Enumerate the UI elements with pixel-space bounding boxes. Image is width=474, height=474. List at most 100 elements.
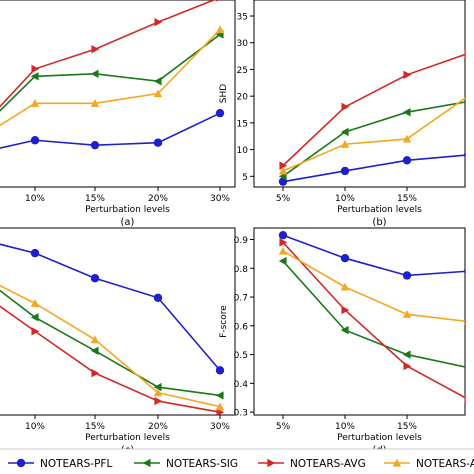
series-line-notears-adj — [0, 284, 221, 408]
data-point-notears-sig — [30, 313, 39, 322]
data-point-notears-adj — [278, 246, 288, 255]
data-point-notears-pfl — [30, 136, 40, 145]
legend: NOTEARS-PFL NOTEARS-SIG NOTEARS-AVG NOTEARS… — [0, 448, 474, 474]
data-point-notears-sig — [278, 256, 287, 266]
data-point-notears-avg — [31, 64, 40, 74]
axes-frame — [0, 227, 236, 416]
y-tick-label: 35 — [237, 13, 248, 23]
data-point-notears-avg — [341, 102, 350, 112]
data-point-notears-avg — [403, 361, 412, 371]
x-tick-label: 30% — [210, 422, 230, 432]
y-axis-label: SHD — [219, 84, 229, 103]
y-tick-label: 10 — [237, 146, 249, 156]
panels: 10% 15% 20% 30% Perturbation levels (a) 5 10 15 2… — [0, 0, 466, 456]
plot-area — [0, 243, 225, 415]
x-tick-label: 10% — [335, 194, 355, 204]
series-line-notears-avg — [282, 241, 465, 399]
x-tick-label: 5% — [276, 194, 291, 204]
data-point-notears-adj — [402, 310, 412, 318]
legend-marker-notears-avg — [267, 458, 276, 468]
y-tick-label: 30 — [237, 39, 249, 49]
chart-panel-c: 10%15%20%30%Perturbation levels(c) — [0, 227, 236, 456]
legend-label-notears-adj: NOTEARS-ADJ — [416, 458, 474, 470]
axes-frame — [253, 227, 466, 416]
data-point-notears-adj — [463, 322, 465, 326]
data-point-notears-pfl — [90, 140, 100, 150]
data-point-notears-pfl — [30, 248, 40, 258]
data-point-notears-pfl — [215, 108, 225, 118]
y-tick-label: 0.4 — [234, 380, 249, 390]
y-tick-label: 0.3 — [234, 409, 248, 419]
data-point-notears-avg — [464, 394, 465, 404]
data-point-notears-sig — [340, 325, 349, 335]
panel-label: (a) — [121, 217, 135, 228]
data-point-notears-pfl — [402, 271, 412, 280]
y-axis-label: F-score — [219, 305, 229, 338]
data-point-notears-pfl — [153, 138, 163, 147]
data-point-notears-sig — [153, 382, 162, 392]
data-point-notears-adj — [215, 25, 225, 34]
x-tick-label: 30% — [210, 194, 230, 204]
data-point-notears-sig — [90, 69, 99, 79]
x-tick-label: 15% — [85, 422, 105, 432]
y-tick-label: 0.5 — [234, 351, 248, 361]
series-line-notears-sig — [282, 101, 465, 177]
y-tick-label: 0.8 — [234, 265, 249, 275]
axes-frame — [253, 0, 466, 188]
series-line-notears-sig — [0, 289, 221, 397]
plot-area — [278, 49, 465, 186]
chart-panel-a: 10% 15% 20% 30% Perturbation levels (a) — [0, 0, 236, 228]
x-tick-label: 5% — [276, 422, 291, 432]
data-point-notears-avg — [464, 49, 465, 58]
x-tick-label: 10% — [25, 194, 45, 204]
y-tick-label: 15 — [237, 119, 248, 129]
data-point-notears-sig — [30, 72, 39, 81]
series-line-notears-avg — [282, 53, 465, 167]
data-point-notears-adj — [90, 335, 100, 344]
data-point-notears-pfl — [215, 366, 225, 375]
series-line-notears-adj — [0, 28, 221, 127]
data-point-notears-pfl — [90, 274, 100, 283]
legend-marker-notears-adj — [392, 458, 402, 467]
legend-marker-notears-pfl — [16, 458, 26, 468]
data-point-notears-avg — [216, 0, 220, 2]
series-line-notears-pfl — [0, 112, 221, 149]
x-tick-label: 15% — [397, 422, 417, 432]
data-point-notears-adj — [153, 89, 163, 98]
chart-panel-b: 5 10 15 20 25 30 35 5% 10% 15%Perturbation levels… — [219, 0, 466, 228]
x-tick-label: 20% — [148, 194, 168, 204]
y-tick-label: 5 — [242, 173, 248, 183]
plot-area — [278, 230, 465, 404]
x-tick-label: 10% — [25, 422, 45, 432]
data-point-notears-adj — [30, 99, 40, 107]
series-line-notears-adj — [282, 250, 465, 322]
data-point-notears-sig — [153, 76, 162, 86]
data-point-notears-avg — [31, 327, 40, 336]
data-point-notears-sig — [463, 100, 465, 103]
legend-label-notears-pfl: NOTEARS-PFL — [40, 458, 112, 470]
data-point-notears-sig — [402, 108, 411, 117]
data-point-notears-sig — [215, 391, 224, 400]
data-point-notears-sig — [340, 127, 349, 137]
legend-label-notears-sig: NOTEARS-SIG — [166, 458, 238, 470]
data-point-notears-avg — [279, 161, 288, 170]
data-point-notears-adj — [30, 299, 40, 307]
data-point-notears-adj — [278, 166, 288, 175]
x-axis-label: Perturbation levels — [337, 433, 422, 443]
x-tick-label: 20% — [148, 422, 168, 432]
data-point-notears-adj — [402, 134, 412, 143]
series-line-notears-sig — [0, 33, 221, 112]
axes-frame — [0, 0, 236, 188]
y-tick-label: 0.9 — [234, 236, 249, 246]
series-line-notears-pfl — [282, 234, 465, 277]
x-axis-label: Perturbation levels — [337, 205, 422, 215]
data-point-notears-adj — [90, 99, 100, 107]
data-point-notears-adj — [463, 97, 465, 100]
x-tick-label: 15% — [397, 194, 417, 204]
data-point-notears-avg — [91, 368, 100, 378]
data-point-notears-pfl — [278, 230, 288, 240]
data-point-notears-sig — [402, 350, 411, 359]
data-point-notears-adj — [215, 402, 225, 411]
data-point-notears-pfl — [463, 152, 465, 158]
